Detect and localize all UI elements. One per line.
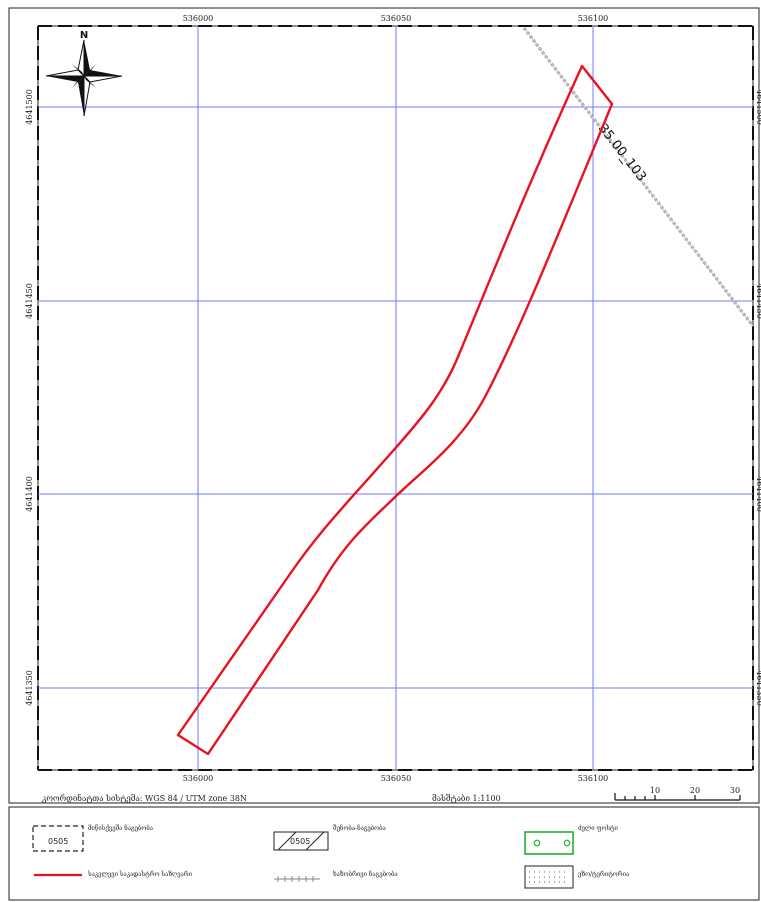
y-tick-label: 4641450	[755, 283, 761, 319]
utility-line	[522, 27, 755, 327]
scale-label: 20	[690, 786, 700, 795]
legend-label: ხაზობრივი ნაგებობა	[333, 871, 398, 878]
x-tick-label: 536000	[183, 774, 214, 783]
cross-line-icon	[274, 876, 320, 882]
hatched-box-icon: 0505	[273, 831, 329, 851]
x-tick-label: 536050	[381, 774, 412, 783]
frame-ticks	[37, 25, 754, 771]
y-tick-label: 4641400	[25, 476, 34, 512]
x-tick-labels-top: 536000 536050 536100	[183, 14, 609, 23]
legend-label: მიწისქვეშა ნაგებობა	[88, 825, 154, 832]
scale-bar	[614, 793, 741, 801]
dashed-box-text: 0505	[48, 837, 68, 846]
green-box-icon	[524, 831, 574, 855]
north-arrow-icon: N	[45, 30, 123, 117]
scale-label: 30	[730, 786, 740, 795]
legend-label: ძელი ფოსტი	[578, 825, 618, 832]
y-tick-label: 4641450	[25, 283, 34, 319]
legend-label: ეზო/ტერიტორია	[578, 871, 630, 878]
legend-panel	[8, 806, 760, 901]
y-tick-label: 4641350	[25, 670, 34, 706]
hatched-box-text: 0505	[290, 837, 310, 846]
y-tick-labels-right: 4641500 4641450 4641400 4641350	[755, 89, 761, 706]
legend-label: შენობა-ნაგებობა	[333, 825, 386, 832]
x-tick-label: 536000	[183, 14, 214, 23]
y-tick-label: 4641400	[755, 476, 761, 512]
legend-label: საკვლევი საკადასტრო საზღვარი	[88, 871, 193, 878]
dotted-box-icon	[524, 865, 574, 889]
dashed-box-icon: 0505	[32, 825, 84, 852]
x-tick-label: 536100	[578, 774, 609, 783]
crs-label: კოორდინატთა სისტემა: WGS 84 / UTM zone 3…	[42, 794, 248, 803]
scale-label: 10	[650, 786, 660, 795]
x-tick-labels-bottom: 536000 536050 536100	[183, 774, 609, 783]
y-tick-labels-left: 4641500 4641450 4641400 4641350	[25, 89, 34, 706]
parcel-boundary	[176, 64, 614, 756]
y-tick-label: 4641500	[25, 89, 34, 125]
map-scale-label: მასშტაბი 1:1100	[432, 794, 501, 803]
y-tick-label: 4641500	[755, 89, 761, 125]
x-tick-label: 536050	[381, 14, 412, 23]
x-tick-label: 536100	[578, 14, 609, 23]
y-tick-label: 4641350	[755, 670, 761, 706]
north-label: N	[80, 30, 88, 41]
